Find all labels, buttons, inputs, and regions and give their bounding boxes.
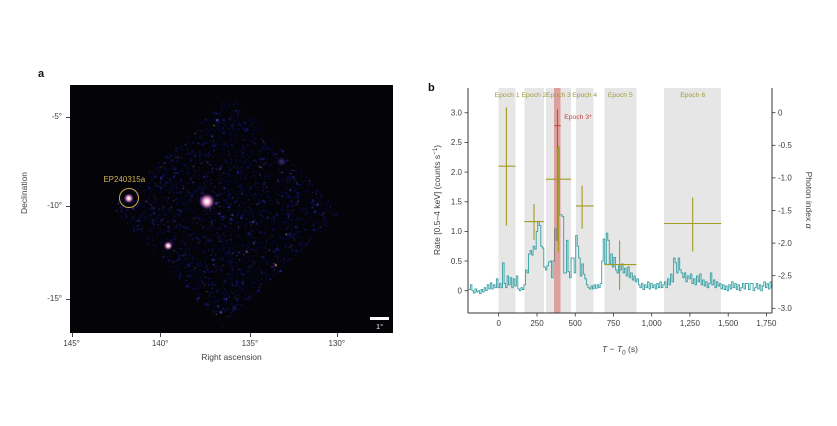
y-tick-label-rate: 0: [458, 287, 463, 296]
x-tick-label: 135°: [241, 339, 259, 348]
x-tick-label: 1,750: [756, 319, 777, 328]
y-axis-title-right: Photon index α: [804, 172, 814, 230]
x-tick-label: 750: [607, 319, 621, 328]
axis-title-run: α: [804, 224, 814, 230]
y-tick-label-rate: 3.0: [451, 109, 463, 118]
light-curve-line: [468, 146, 772, 295]
y-tick-label: -10°: [47, 201, 62, 211]
axis-title-run: (s): [626, 344, 638, 354]
x-tick-label: 1,000: [642, 319, 663, 328]
y-axis-title-left: Rate [0.5–4 keV] (counts s−1): [432, 145, 442, 255]
panel-a-x-axis-title: Right ascension: [201, 352, 262, 362]
epoch-band: [498, 88, 516, 313]
panel-a-label: a: [38, 68, 45, 80]
source-marker-circle: [118, 188, 139, 209]
y-tick-mark: [66, 206, 70, 208]
x-tick-label: 0: [496, 319, 501, 328]
y-tick-label-alpha: 0: [778, 109, 783, 118]
y-tick-label-alpha: -3.0: [778, 304, 792, 313]
x-tick-mark: [336, 333, 338, 337]
x-tick-label: 1,250: [680, 319, 701, 328]
axis-title-run: T: [617, 344, 623, 354]
x-tick-label: 500: [569, 319, 583, 328]
panel-b-label: b: [428, 82, 435, 94]
y-tick-label-alpha: -0.5: [778, 141, 792, 150]
axis-title-run: Rate [0.5–4 keV] (counts s: [432, 155, 442, 255]
y-tick-label-rate: 0.5: [451, 257, 463, 266]
source-label: EP240315a: [103, 175, 146, 185]
y-tick-label-alpha: -1.5: [778, 206, 792, 215]
axis-title-run: −: [607, 344, 617, 354]
epoch-label: Epoch 2: [522, 92, 547, 99]
panel-a-y-axis-title: Declination: [19, 171, 29, 215]
x-tick-label: 1,500: [718, 319, 739, 328]
epoch-label: Epoch 6: [680, 92, 705, 99]
y-tick-label-rate: 2.0: [451, 168, 463, 177]
xray-sky-canvas: [70, 85, 393, 333]
y-tick-mark: [66, 116, 70, 118]
x-tick-mark: [249, 333, 251, 337]
y-tick-label-rate: 2.5: [451, 138, 463, 147]
y-tick-label: -15°: [47, 294, 62, 304]
y-tick-label-alpha: -2.0: [778, 239, 792, 248]
x-axis-title: T − T0 (s): [602, 344, 638, 357]
x-tick-label: 140°: [151, 339, 169, 348]
epoch-label-red: Epoch 3*: [564, 114, 592, 121]
epoch-label: Epoch 3: [546, 92, 571, 99]
x-tick-label: 250: [530, 319, 544, 328]
axis-title-run: T: [602, 344, 608, 354]
epoch-band: [576, 88, 594, 313]
panel-a-plot-area: EP240315a 1°: [70, 85, 393, 333]
axis-title-run: ): [432, 145, 442, 148]
axis-title-run: −1: [432, 147, 439, 155]
axis-title-run: 0: [622, 350, 626, 357]
y-tick-label: -5°: [51, 111, 62, 121]
epoch-label: Epoch 4: [572, 92, 597, 99]
x-tick-label: 130°: [328, 339, 346, 348]
light-curve-chart: 0 250 500 750 1,000 1,250 1,500 1,750 0 0.5 1.0 1.5…: [432, 88, 814, 357]
panel-a-sky-image: a Declination EP240315a 1° 145° 140° 135° 1…: [8, 60, 420, 380]
epoch-label: Epoch 1: [495, 92, 520, 99]
x-tick-mark: [160, 333, 162, 337]
y-tick-label-alpha: -1.0: [778, 174, 792, 183]
epoch-band: [604, 88, 637, 313]
y-tick-label-rate: 1.0: [451, 227, 463, 236]
y-tick-label-rate: 1.5: [451, 198, 463, 207]
epoch-band: [524, 88, 544, 313]
scale-bar: [370, 317, 389, 320]
panel-b-light-curve: b 0 250 500 750 1,000 1,250 1,500 1,750 0 0.5 1.0 1…: [428, 62, 828, 382]
scale-bar-label: 1°: [376, 322, 384, 331]
epoch-band-red: [554, 88, 561, 313]
y-tick-label-alpha: -2.5: [778, 272, 792, 281]
x-tick-mark: [71, 333, 73, 337]
y-tick-mark: [66, 299, 70, 301]
epoch-label: Epoch 5: [608, 92, 633, 99]
x-tick-label: 145°: [63, 339, 80, 348]
axis-title-run: Photon index: [804, 172, 814, 224]
